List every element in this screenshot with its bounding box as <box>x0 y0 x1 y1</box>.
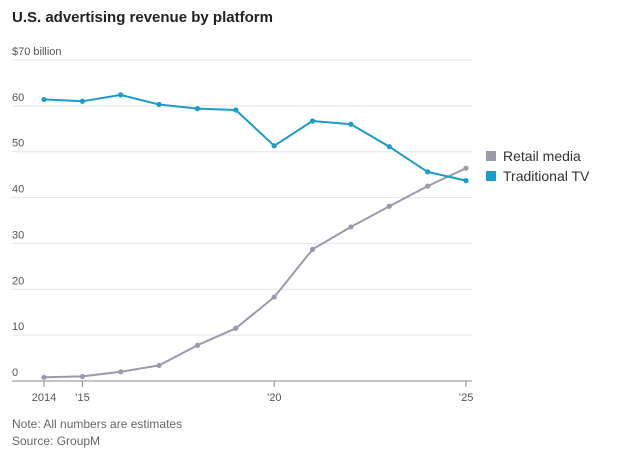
traditional-tv-point <box>79 98 85 104</box>
traditional-tv-point <box>41 96 47 103</box>
x-axis: 2014 ’15 ’20 ’25 <box>12 380 474 404</box>
retail-media-point <box>233 325 239 331</box>
y-tick-label: 50 <box>12 138 24 150</box>
traditional-tv-point <box>194 106 201 112</box>
y-tick-label: 30 <box>12 229 24 241</box>
retail-media-legend-swatch <box>486 151 496 161</box>
x-tick-label: 2014 <box>32 392 56 404</box>
traditional-tv-legend-swatch <box>486 171 496 181</box>
retail-media-point <box>348 224 354 230</box>
retail-media-line <box>43 167 467 379</box>
traditional-tv-point <box>463 178 469 184</box>
x-tick-label: ’20 <box>267 392 282 404</box>
y-axis-ticks: 0 10 20 30 40 50 60 $70 billion <box>12 46 62 379</box>
retail-media-point <box>194 342 201 348</box>
chart-note: Note: All numbers are estimates <box>12 417 183 431</box>
chart-source: Source: GroupM <box>12 434 101 448</box>
x-tick-label: ’15 <box>75 392 90 404</box>
retail-media-point <box>271 294 277 300</box>
y-tick-label: 20 <box>12 275 24 287</box>
traditional-tv-point <box>425 169 431 175</box>
retail-media-point <box>463 165 469 171</box>
y-tick-label: 0 <box>12 367 18 379</box>
traditional-tv-legend-label: Traditional TV <box>503 168 590 184</box>
y-tick-label: 60 <box>12 92 24 104</box>
traditional-tv-point <box>386 144 392 150</box>
legend: Retail media Traditional TV <box>486 148 590 184</box>
retail-media-point <box>79 373 85 380</box>
y-tick-label: 10 <box>12 321 24 333</box>
traditional-tv-line <box>43 93 467 182</box>
gridlines <box>12 59 472 336</box>
retail-media-point <box>118 369 124 375</box>
traditional-tv-point <box>233 107 239 113</box>
retail-media-point <box>386 203 392 209</box>
series-lines <box>41 92 469 380</box>
traditional-tv-point <box>348 121 354 127</box>
retail-media-point <box>425 183 431 189</box>
retail-media-point <box>156 362 162 369</box>
traditional-tv-point <box>156 101 162 108</box>
retail-media-point <box>41 374 47 380</box>
y-tick-label: $70 billion <box>12 46 62 58</box>
retail-media-legend-label: Retail media <box>503 148 581 164</box>
y-tick-label: 40 <box>12 184 24 196</box>
traditional-tv-point <box>118 92 124 98</box>
traditional-tv-point <box>309 118 316 124</box>
chart-title: U.S. advertising revenue by platform <box>12 9 273 26</box>
x-tick-label: ’25 <box>459 392 474 404</box>
traditional-tv-point <box>271 143 277 149</box>
retail-media-point <box>309 246 316 252</box>
